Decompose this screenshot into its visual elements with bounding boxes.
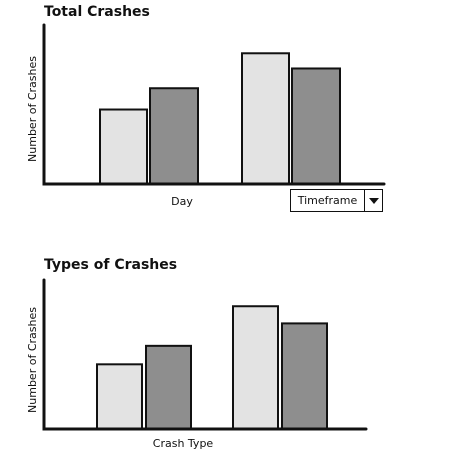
bar-dark [291, 67, 341, 185]
chart-title: Total Crashes [44, 4, 150, 20]
bar-dark [281, 322, 328, 430]
bar-light [241, 52, 290, 185]
chart-title: Types of Crashes [44, 257, 177, 273]
bar-group [96, 305, 328, 431]
types-of-crashes-chart: Types of Crashes Number of Crashes Crash… [26, 257, 368, 450]
bar-group [99, 52, 341, 185]
axes [42, 278, 368, 431]
bar-light [232, 305, 279, 430]
x-axis-label: Crash Type [153, 437, 214, 450]
x-axis-label: Day [171, 195, 193, 208]
bar-dark [149, 87, 199, 185]
y-axis-label: Number of Crashes [26, 56, 39, 162]
timeframe-dropdown-value: Timeframe [291, 190, 365, 211]
y-axis-label: Number of Crashes [26, 307, 39, 413]
axes [42, 23, 386, 186]
bar-light [99, 108, 148, 185]
timeframe-dropdown[interactable]: Timeframe [290, 189, 383, 212]
total-crashes-chart: Total Crashes Number of Crashes Day [26, 4, 386, 208]
bar-dark [145, 344, 192, 430]
bar-light [96, 363, 143, 431]
chevron-down-icon[interactable] [365, 190, 382, 211]
